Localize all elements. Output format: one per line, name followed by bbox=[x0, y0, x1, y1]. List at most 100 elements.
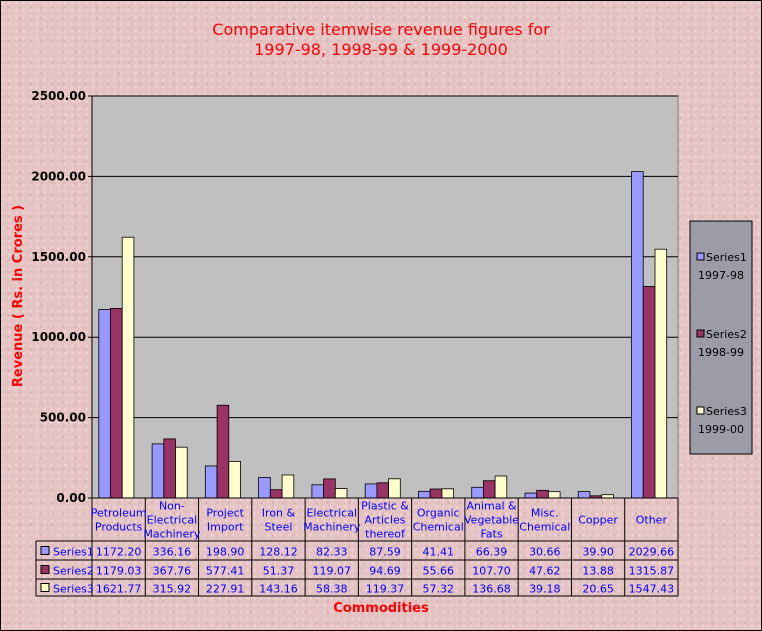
bar-series3-10 bbox=[654, 248, 668, 499]
y-tick-label: 2000.00 bbox=[31, 169, 86, 183]
bar-series2-2 bbox=[216, 404, 230, 499]
legend-sublabel: 1999-00 bbox=[698, 423, 744, 436]
bar-series3-8 bbox=[548, 491, 561, 499]
data-label: 119.07 bbox=[312, 565, 351, 578]
legend-key-series2 bbox=[40, 565, 50, 574]
bar-series3-7 bbox=[494, 475, 508, 499]
data-label: 577.41 bbox=[206, 565, 245, 578]
data-label: 119.37 bbox=[366, 583, 405, 596]
data-label: 1172.20 bbox=[96, 546, 142, 559]
bar-series3-4 bbox=[334, 488, 348, 499]
category-label: Chemical bbox=[519, 521, 570, 534]
data-label: 13.88 bbox=[582, 565, 614, 578]
series-label: Series2 bbox=[53, 565, 94, 578]
category-label: Plastic & bbox=[361, 500, 409, 513]
bar-series3-3 bbox=[281, 474, 295, 499]
bar-series2-1 bbox=[163, 438, 176, 499]
y-tick-label: 1500.00 bbox=[31, 250, 86, 264]
bar-series1-6 bbox=[417, 490, 431, 499]
bar-series2-3 bbox=[269, 489, 283, 499]
legend-label: Series2 bbox=[706, 328, 747, 341]
y-tick-label: 0.00 bbox=[56, 491, 86, 505]
data-label: 94.69 bbox=[369, 565, 401, 578]
category-label: Machinery bbox=[303, 521, 361, 534]
category-label: Electrical bbox=[147, 514, 198, 527]
category-label: Import bbox=[207, 521, 244, 534]
category-label: Iron & bbox=[262, 507, 296, 520]
data-label: 87.59 bbox=[369, 546, 401, 559]
category-label: Machinery bbox=[143, 528, 201, 541]
bar-series1-10 bbox=[631, 171, 644, 499]
bar-series3-2 bbox=[228, 460, 241, 499]
legend-label: Series3 bbox=[706, 405, 747, 418]
category-label: Copper bbox=[578, 514, 618, 527]
data-label: 39.90 bbox=[582, 546, 614, 559]
legend-sublabel: 1997-98 bbox=[698, 269, 744, 282]
data-label: 315.92 bbox=[153, 583, 192, 596]
chart-title-line2: 1997-98, 1998-99 & 1999-2000 bbox=[254, 40, 508, 59]
x-axis-title: Commodities bbox=[333, 601, 429, 616]
series-label: Series3 bbox=[53, 583, 94, 596]
y-tick-label: 1000.00 bbox=[31, 330, 86, 344]
data-label: 1621.77 bbox=[96, 583, 142, 596]
category-label: Articles bbox=[364, 514, 405, 527]
data-label: 57.32 bbox=[423, 583, 455, 596]
data-label: 20.65 bbox=[582, 583, 614, 596]
category-label: Electrical bbox=[306, 507, 357, 520]
bar-series1-5 bbox=[364, 483, 378, 499]
category-label: Petroleum bbox=[91, 507, 147, 520]
category-label: Non- bbox=[159, 500, 185, 513]
bar-series1-9 bbox=[577, 491, 591, 499]
data-label: 82.33 bbox=[316, 546, 348, 559]
category-label: Chemical bbox=[413, 521, 464, 534]
data-label: 143.16 bbox=[259, 583, 298, 596]
bar-series3-5 bbox=[388, 478, 401, 499]
bar-series1-1 bbox=[151, 443, 165, 499]
category-label: Animal & bbox=[466, 500, 517, 513]
category-label: Steel bbox=[265, 521, 293, 534]
bar-series2-8 bbox=[536, 489, 549, 499]
bar-series2-10 bbox=[642, 285, 656, 499]
y-tick-label: 2500.00 bbox=[31, 89, 86, 103]
category-label: Products bbox=[95, 521, 143, 534]
bar-series1-4 bbox=[311, 484, 324, 499]
data-label: 136.68 bbox=[472, 583, 511, 596]
data-label: 47.62 bbox=[529, 565, 561, 578]
data-label: 336.16 bbox=[153, 546, 192, 559]
y-tick-label: 500.00 bbox=[40, 411, 86, 425]
data-label: 39.18 bbox=[529, 583, 561, 596]
data-label: 2029.66 bbox=[629, 546, 675, 559]
bar-series2-0 bbox=[110, 307, 123, 499]
data-label: 128.12 bbox=[259, 546, 298, 559]
legend-key-series1 bbox=[40, 546, 50, 555]
data-label: 1547.43 bbox=[629, 583, 675, 596]
bar-series1-0 bbox=[98, 309, 111, 499]
series-label: Series1 bbox=[53, 546, 94, 559]
category-label: Organic bbox=[417, 507, 460, 520]
data-label: 367.76 bbox=[153, 565, 192, 578]
bar-series2-5 bbox=[376, 482, 389, 499]
data-label: 58.38 bbox=[316, 583, 348, 596]
bar-series1-3 bbox=[258, 476, 271, 499]
category-label: Project bbox=[206, 507, 244, 520]
bar-series2-4 bbox=[323, 478, 336, 499]
category-label: thereof bbox=[365, 528, 406, 541]
category-label: Misc. bbox=[531, 507, 559, 520]
legend-sublabel: 1998-99 bbox=[698, 346, 744, 359]
category-label: Other bbox=[636, 514, 668, 527]
data-label: 107.70 bbox=[472, 565, 511, 578]
legend-label: Series1 bbox=[706, 251, 747, 264]
data-label: 55.66 bbox=[423, 565, 455, 578]
legend-key-series1 bbox=[696, 252, 705, 261]
data-label: 1179.03 bbox=[96, 565, 142, 578]
bar-series1-2 bbox=[204, 465, 218, 499]
y-axis-title: Revenue ( Rs. in Crores ) bbox=[11, 205, 26, 387]
bar-series3-1 bbox=[175, 446, 188, 499]
bar-series3-0 bbox=[121, 236, 135, 499]
category-label: Fats bbox=[480, 528, 502, 541]
legend-key-series2 bbox=[696, 329, 705, 338]
legend-key-series3 bbox=[40, 583, 50, 592]
data-label: 30.66 bbox=[529, 546, 561, 559]
legend-key-series3 bbox=[696, 406, 705, 415]
